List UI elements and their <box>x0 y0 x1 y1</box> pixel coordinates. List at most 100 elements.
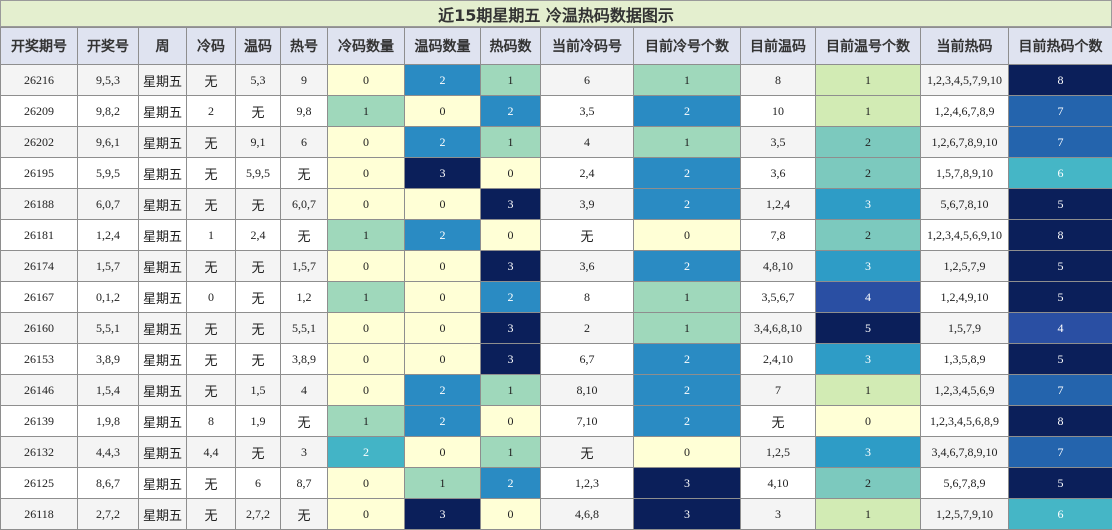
table-cell: 0 <box>404 343 481 375</box>
table-cell: 2 <box>815 157 921 189</box>
table-cell: 2 <box>815 219 921 251</box>
table-cell: 1,3,5,8,9 <box>920 343 1009 375</box>
table-row: 26181 1,2,4 星期五 1 2,4 无 1 2 0 无 0 7,8 2 1,2,3,4,5,6,9… <box>0 219 1112 251</box>
table-cell: 5 <box>1008 467 1112 499</box>
table-row: 26202 9,6,1 星期五无 9,1 6 0 2 1 4 1 3,5 2 1,2,6,7,8,9,1… <box>0 126 1112 158</box>
table-cell: 3 <box>633 498 741 530</box>
table-cell: 10 <box>740 95 816 127</box>
cold-warm-hot-table: 开奖期号 开奖号周冷码 温码 热号 冷码数量 温码数量 热码数 当前冷码号 目前冷号个数 目前温码… <box>0 27 1112 530</box>
table-cell: 3 <box>280 436 328 468</box>
table-body: 26216 9,5,3 星期五无 5,3 9 0 2 1 6 1 8 1 1,2,3,4,5,7,9,1… <box>0 64 1112 530</box>
table-cell: 无 <box>540 436 634 468</box>
table-cell: 1 <box>633 312 741 344</box>
table-cell: 1,2,3,4,5,7,9,10 <box>920 64 1009 96</box>
table-cell: 无 <box>186 498 236 530</box>
table-cell: 2 <box>480 95 541 127</box>
table-cell: 7 <box>1008 436 1112 468</box>
table-cell: 0 <box>480 219 541 251</box>
table-cell: 无 <box>186 250 236 282</box>
table-cell: 星期五 <box>138 343 187 375</box>
column-header: 冷码数量 <box>327 27 405 65</box>
table-cell: 星期五 <box>138 250 187 282</box>
table-cell: 1,5,7,8,9,10 <box>920 157 1009 189</box>
table-row: 26153 3,8,9 星期五无无 3,8,9 0 0 3 6,7 2 2,4,10 3 1,3,5,… <box>0 343 1112 375</box>
table-row: 26167 0,1,2 星期五 0 无 1,2 1 0 2 8 1 3,5,6,7 4 1,2,4,9,1… <box>0 281 1112 313</box>
table-cell: 1 <box>480 64 541 96</box>
table-cell: 4 <box>815 281 921 313</box>
table-cell: 0 <box>815 405 921 437</box>
table-cell: 3 <box>815 436 921 468</box>
table-cell: 2,7,2 <box>77 498 139 530</box>
table-cell: 7,8 <box>740 219 816 251</box>
column-header: 目前热码个数 <box>1008 27 1112 65</box>
table-cell: 6,7 <box>540 343 634 375</box>
table-cell: 2 <box>404 374 481 406</box>
column-header: 冷码 <box>186 27 236 65</box>
table-cell: 9,1 <box>235 126 281 158</box>
table-cell: 0 <box>404 95 481 127</box>
table-cell: 无 <box>186 188 236 220</box>
table-cell: 26195 <box>0 157 78 189</box>
table-cell: 3,9 <box>540 188 634 220</box>
table-cell: 星期五 <box>138 219 187 251</box>
table-cell: 3 <box>480 343 541 375</box>
table-cell: 26139 <box>0 405 78 437</box>
table-cell: 0 <box>327 188 405 220</box>
table-cell: 2,4,10 <box>740 343 816 375</box>
table-cell: 8,7 <box>280 467 328 499</box>
table-cell: 26181 <box>0 219 78 251</box>
table-cell: 0 <box>327 126 405 158</box>
table-cell: 9 <box>280 64 328 96</box>
table-cell: 8,6,7 <box>77 467 139 499</box>
column-header: 热号 <box>280 27 328 65</box>
table-cell: 0 <box>404 250 481 282</box>
table-cell: 3,6 <box>540 250 634 282</box>
table-cell: 星期五 <box>138 374 187 406</box>
table-cell: 2 <box>633 95 741 127</box>
table-row: 26139 1,9,8 星期五 8 1,9 无 1 2 0 7,10 2 无 0 1,2,3,4,5,6,… <box>0 405 1112 437</box>
table-cell: 26132 <box>0 436 78 468</box>
table-cell: 星期五 <box>138 281 187 313</box>
column-header: 开奖号 <box>77 27 139 65</box>
table-cell: 0 <box>633 219 741 251</box>
table-cell: 3 <box>740 498 816 530</box>
table-cell: 6 <box>1008 498 1112 530</box>
table-row: 26216 9,5,3 星期五无 5,3 9 0 2 1 6 1 8 1 1,2,3,4,5,7,9,1… <box>0 64 1112 96</box>
column-header: 当前冷码号 <box>540 27 634 65</box>
table-cell: 5,5,1 <box>77 312 139 344</box>
table-cell: 无 <box>186 467 236 499</box>
table-cell: 2 <box>404 405 481 437</box>
table-cell: 0 <box>480 405 541 437</box>
table-cell: 2,7,2 <box>235 498 281 530</box>
table-cell: 3,5,6,7 <box>740 281 816 313</box>
table-cell: 无 <box>235 281 281 313</box>
table-cell: 1 <box>480 374 541 406</box>
table-cell: 2 <box>633 343 741 375</box>
table-cell: 6 <box>540 64 634 96</box>
table-cell: 2 <box>480 281 541 313</box>
table-cell: 2 <box>633 374 741 406</box>
table-cell: 7 <box>1008 95 1112 127</box>
column-header: 周 <box>138 27 187 65</box>
table-cell: 1 <box>815 374 921 406</box>
table-cell: 2 <box>633 157 741 189</box>
table-cell: 26167 <box>0 281 78 313</box>
table-cell: 3 <box>480 312 541 344</box>
table-cell: 1,2,4,9,10 <box>920 281 1009 313</box>
table-cell: 0 <box>633 436 741 468</box>
table-cell: 1,2,3 <box>540 467 634 499</box>
table-cell: 9,6,1 <box>77 126 139 158</box>
table-cell: 2 <box>404 219 481 251</box>
table-cell: 0 <box>327 343 405 375</box>
table-cell: 1 <box>186 219 236 251</box>
table-cell: 星期五 <box>138 405 187 437</box>
table-cell: 3 <box>404 498 481 530</box>
table-cell: 0 <box>327 64 405 96</box>
table-row: 26118 2,7,2 星期五无 2,7,2 无 0 3 0 4,6,8 3 3 1 1,2,5,7,9… <box>0 498 1112 530</box>
table-cell: 0 <box>404 436 481 468</box>
table-cell: 无 <box>280 405 328 437</box>
table-cell: 3,5 <box>740 126 816 158</box>
table-cell: 2 <box>815 467 921 499</box>
table-cell: 1,2,4 <box>740 188 816 220</box>
table-cell: 5 <box>1008 188 1112 220</box>
